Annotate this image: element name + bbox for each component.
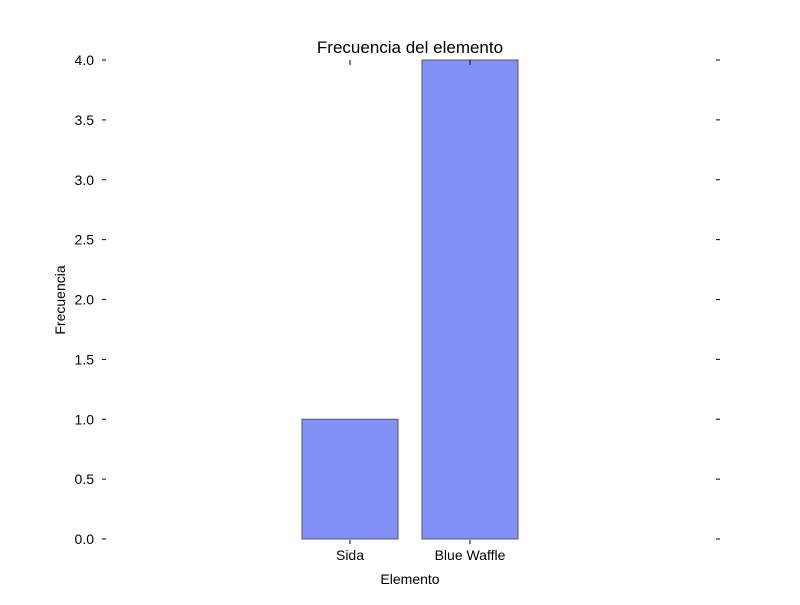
chart-title: Frecuencia del elemento — [317, 38, 503, 57]
y-axis: 0.0 0.5 1.0 1.5 2.0 2.5 3.0 3.5 4.0 — [75, 52, 720, 547]
y-tick-label: 2.5 — [75, 232, 95, 248]
y-tick-label: 0.5 — [75, 471, 95, 487]
x-tick-label: Blue Waffle — [435, 547, 506, 563]
x-axis-label: Elemento — [380, 571, 439, 587]
bar-sida — [301, 418, 399, 540]
y-axis-label: Frecuencia — [52, 265, 68, 334]
y-tick-label: 1.5 — [75, 351, 95, 367]
bar-blue-waffle — [421, 59, 519, 540]
x-tick-label: Sida — [336, 547, 364, 563]
y-tick-label: 3.0 — [75, 172, 95, 188]
y-tick-label: 3.5 — [75, 112, 95, 128]
y-tick-label: 2.0 — [75, 292, 95, 308]
y-tick-label: 1.0 — [75, 411, 95, 427]
y-tick-label: 4.0 — [75, 52, 95, 68]
y-tick-label: 0.0 — [75, 531, 95, 547]
x-axis: Sida Blue Waffle — [336, 60, 506, 563]
bars — [301, 59, 519, 540]
